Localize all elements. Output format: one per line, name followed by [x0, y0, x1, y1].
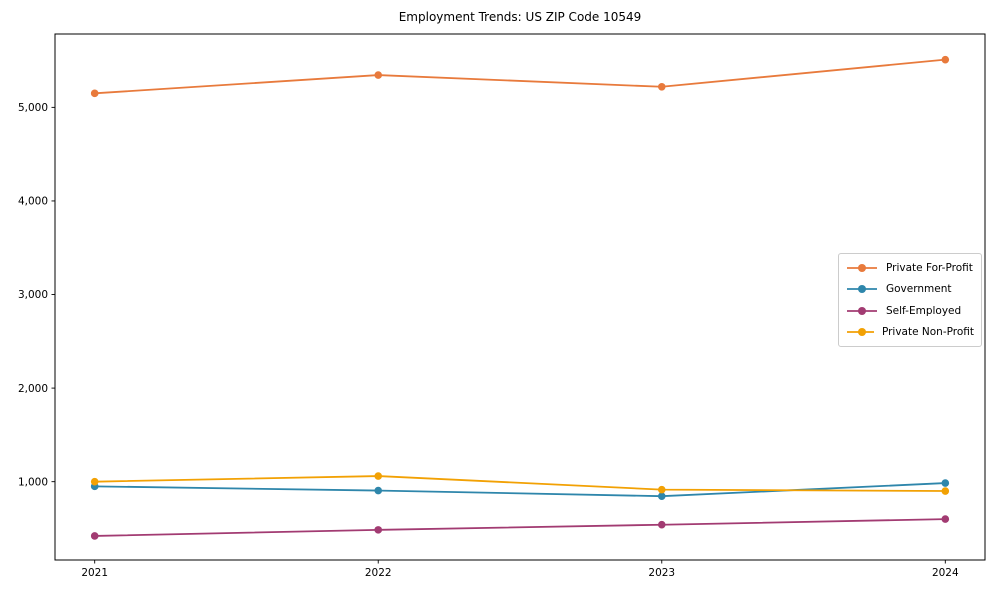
legend-label: Private Non-Profit	[881, 326, 974, 339]
data-point	[941, 515, 950, 523]
legend-label: Government	[886, 283, 952, 296]
data-point	[374, 472, 383, 480]
legend-swatch-icon	[847, 328, 874, 337]
chart-title: Employment Trends: US ZIP Code 10549	[398, 10, 642, 24]
series-line-private-for-profit	[93, 58, 947, 95]
x-tick-label: 2024	[932, 567, 959, 579]
x-tick-label: 2021	[81, 567, 108, 579]
data-point	[657, 520, 666, 529]
legend-item-self-employed: Self-Employed	[846, 301, 974, 321]
data-point	[90, 477, 99, 486]
legend-label: Private For-Profit	[886, 261, 973, 274]
data-point	[374, 526, 383, 534]
data-point	[374, 486, 383, 495]
data-point	[90, 89, 99, 98]
y-tick-label: 2,000	[18, 383, 48, 395]
x-tick-label: 2023	[648, 567, 675, 579]
x-tick-label: 2022	[365, 567, 392, 579]
legend-item-private-for-profit: Private For-Profit	[846, 258, 974, 278]
data-point	[941, 55, 950, 64]
legend-label: Self-Employed	[886, 304, 962, 317]
data-point	[941, 479, 950, 487]
series-line-self-employed	[93, 518, 947, 537]
data-point	[657, 492, 666, 500]
data-point	[657, 82, 666, 91]
legend-swatch-icon	[847, 285, 877, 294]
y-tick-label: 5,000	[18, 102, 48, 114]
data-point	[374, 71, 383, 79]
legend-item-private-non-profit: Private Non-Profit	[846, 322, 974, 342]
legend-item-government: Government	[846, 279, 974, 299]
y-tick-label: 3,000	[18, 289, 48, 301]
y-tick-label: 4,000	[18, 196, 48, 208]
series-line-private-non-profit	[93, 475, 947, 492]
plot-frame	[54, 33, 986, 561]
data-point	[90, 532, 99, 540]
y-tick-label: 1,000	[18, 476, 48, 488]
legend-swatch-icon	[847, 263, 877, 272]
legend-swatch-icon	[847, 306, 877, 315]
data-point	[657, 485, 666, 494]
legend: Private For-Profit Government Self-Employe…	[838, 253, 982, 347]
data-point	[941, 487, 950, 495]
